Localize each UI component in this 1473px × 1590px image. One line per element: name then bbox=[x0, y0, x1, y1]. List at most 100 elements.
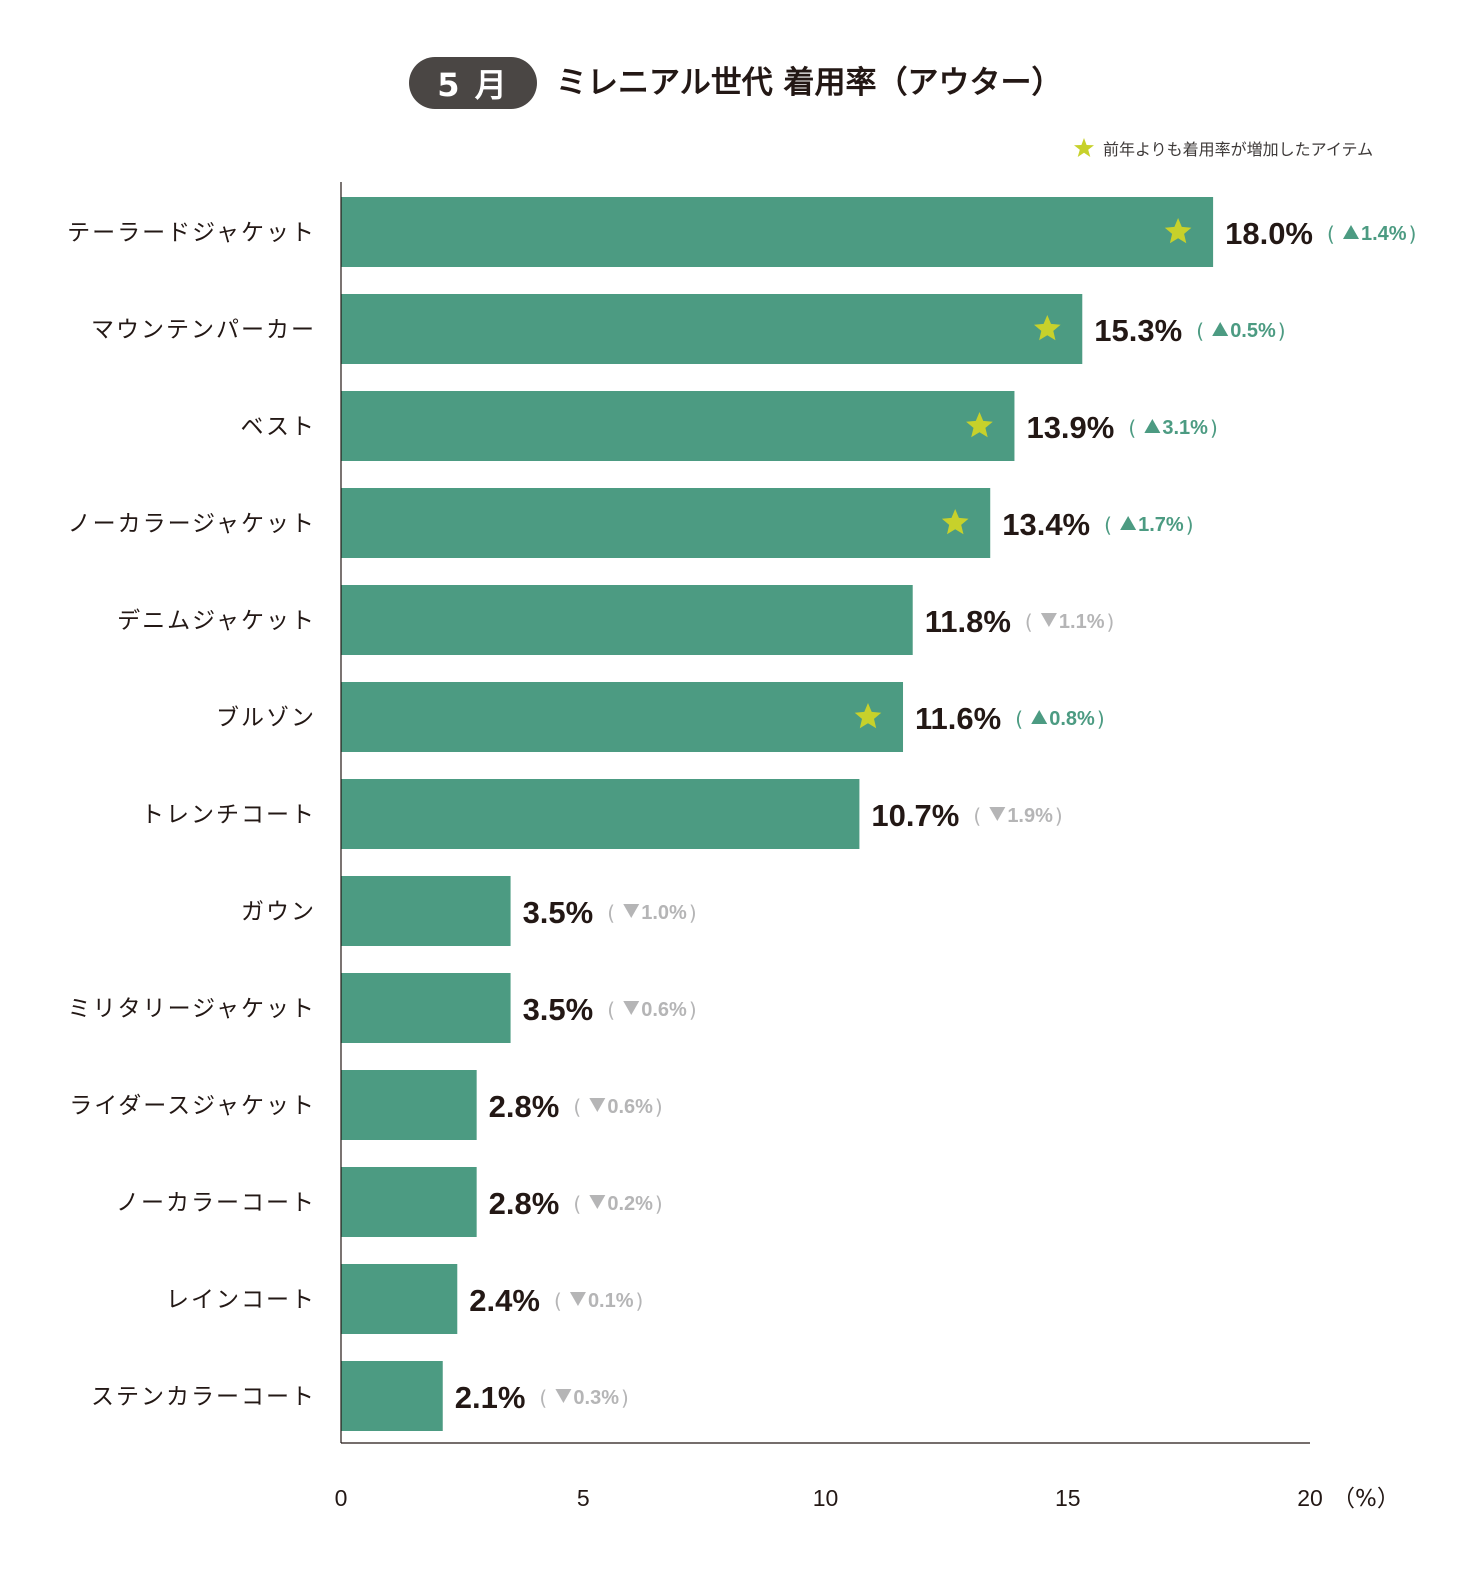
category-label: マウンテンパーカー bbox=[91, 317, 316, 343]
change-label: 0.1% bbox=[588, 1290, 634, 1312]
change-label: 0.8% bbox=[1049, 708, 1095, 730]
change-open-paren: ( bbox=[573, 1095, 581, 1119]
bar bbox=[341, 488, 991, 558]
down-triangle-icon bbox=[555, 1389, 572, 1403]
down-triangle-icon bbox=[589, 1195, 606, 1209]
change-close-paren: ) bbox=[636, 1289, 644, 1313]
change-label: 1.1% bbox=[1059, 611, 1105, 633]
up-triangle-icon bbox=[1212, 322, 1229, 336]
bar bbox=[341, 1070, 477, 1140]
value-label: 3.5% bbox=[523, 895, 594, 930]
bar bbox=[341, 779, 860, 849]
value-label: 11.8% bbox=[925, 604, 1011, 639]
bar bbox=[341, 973, 511, 1043]
down-triangle-icon bbox=[623, 1001, 640, 1015]
change-close-paren: ) bbox=[1210, 416, 1218, 440]
value-label: 18.0% bbox=[1225, 216, 1313, 251]
down-triangle-icon bbox=[623, 904, 640, 918]
value-label: 3.5% bbox=[523, 992, 594, 1027]
value-label: 2.8% bbox=[489, 1089, 560, 1124]
change-close-paren: ) bbox=[1097, 707, 1105, 731]
down-triangle-icon bbox=[1040, 613, 1057, 627]
change-close-paren: ) bbox=[1186, 513, 1194, 537]
category-label: ステンカラーコート bbox=[91, 1384, 316, 1410]
value-label: 15.3% bbox=[1094, 313, 1182, 348]
change-label: 0.3% bbox=[573, 1387, 619, 1409]
change-label: 0.5% bbox=[1230, 320, 1276, 342]
change-label: 1.9% bbox=[1007, 805, 1053, 827]
category-label: ノーカラーコート bbox=[116, 1190, 316, 1216]
change-open-paren: ( bbox=[539, 1386, 547, 1410]
change-close-paren: ) bbox=[1107, 610, 1115, 634]
down-triangle-icon bbox=[569, 1292, 586, 1306]
bar bbox=[341, 876, 511, 946]
change-close-paren: ) bbox=[1055, 804, 1063, 828]
change-label: 1.4% bbox=[1361, 223, 1407, 245]
down-triangle-icon bbox=[989, 807, 1006, 821]
x-tick-label: 5 bbox=[577, 1485, 590, 1511]
change-label: 3.1% bbox=[1162, 417, 1208, 439]
change-close-paren: ) bbox=[1409, 222, 1417, 246]
change-close-paren: ) bbox=[689, 901, 697, 925]
bar bbox=[341, 1361, 443, 1431]
star-icon bbox=[1164, 218, 1192, 244]
category-label: テーラードジャケット bbox=[67, 220, 316, 246]
change-open-paren: ( bbox=[607, 998, 615, 1022]
category-label: トレンチコート bbox=[141, 802, 316, 828]
category-label: レインコート bbox=[166, 1287, 316, 1313]
legend: 前年よりも着用率が増加したアイテム bbox=[1073, 136, 1373, 160]
value-label: 10.7% bbox=[871, 798, 959, 833]
change-label: 0.6% bbox=[641, 999, 687, 1021]
chart-title: ミレニアル世代 着用率（アウター） bbox=[556, 65, 1063, 101]
change-close-paren: ) bbox=[1278, 319, 1286, 343]
x-tick-label: 15 bbox=[1055, 1485, 1081, 1511]
up-triangle-icon bbox=[1144, 419, 1161, 433]
bar bbox=[341, 197, 1214, 267]
category-label: ミリタリージャケット bbox=[68, 996, 316, 1022]
up-triangle-icon bbox=[1120, 516, 1137, 530]
category-label: デニムジャケット bbox=[117, 608, 316, 634]
star-icon bbox=[854, 703, 882, 729]
change-close-paren: ) bbox=[689, 998, 697, 1022]
bar bbox=[341, 585, 913, 655]
x-tick-label: 10 bbox=[813, 1485, 839, 1511]
category-label: ベスト bbox=[241, 414, 316, 440]
change-open-paren: ( bbox=[573, 1192, 581, 1216]
x-tick-label: 20 bbox=[1297, 1485, 1323, 1511]
bar bbox=[341, 391, 1015, 461]
category-label: ブルゾン bbox=[216, 705, 316, 731]
change-open-paren: ( bbox=[1196, 319, 1204, 343]
change-open-paren: ( bbox=[1128, 416, 1136, 440]
value-label: 2.8% bbox=[489, 1186, 560, 1221]
up-triangle-icon bbox=[1343, 225, 1360, 239]
change-label: 0.2% bbox=[607, 1193, 653, 1215]
up-triangle-icon bbox=[1031, 710, 1048, 724]
change-close-paren: ) bbox=[621, 1386, 629, 1410]
month-badge: 5 月 bbox=[409, 57, 537, 109]
legend-star-icon bbox=[1074, 138, 1094, 157]
change-close-paren: ) bbox=[655, 1095, 663, 1119]
change-label: 1.7% bbox=[1138, 514, 1184, 536]
category-label: ガウン bbox=[241, 899, 316, 925]
change-label: 0.6% bbox=[607, 1096, 653, 1118]
change-open-paren: ( bbox=[1015, 707, 1023, 731]
change-open-paren: ( bbox=[973, 804, 981, 828]
x-tick-label: 0 bbox=[335, 1485, 348, 1511]
bar bbox=[341, 1167, 477, 1237]
category-label: ノーカラージャケット bbox=[68, 511, 316, 537]
change-label: 1.0% bbox=[641, 902, 687, 924]
value-label: 11.6% bbox=[915, 701, 1001, 736]
value-label: 2.4% bbox=[469, 1283, 540, 1318]
change-close-paren: ) bbox=[655, 1192, 663, 1216]
change-open-paren: ( bbox=[1327, 222, 1335, 246]
star-icon bbox=[941, 509, 969, 535]
value-label: 13.4% bbox=[1002, 507, 1090, 542]
value-label: 13.9% bbox=[1026, 410, 1114, 445]
value-label: 2.1% bbox=[455, 1380, 526, 1415]
change-open-paren: ( bbox=[554, 1289, 562, 1313]
change-open-paren: ( bbox=[1025, 610, 1033, 634]
change-open-paren: ( bbox=[607, 901, 615, 925]
bar bbox=[341, 1264, 458, 1334]
category-label: ライダースジャケット bbox=[69, 1093, 316, 1119]
